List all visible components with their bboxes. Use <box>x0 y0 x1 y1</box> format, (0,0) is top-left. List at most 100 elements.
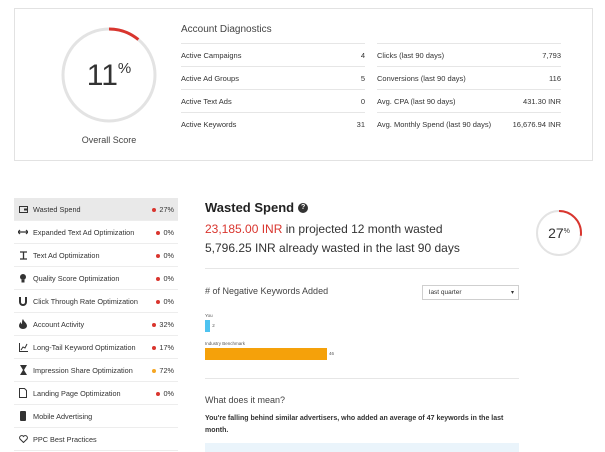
status-dot <box>156 276 161 281</box>
wasted-90-days-line: 5,796.25 INR already wasted in the last … <box>205 241 460 255</box>
sidebar-item-score-text: 27% <box>159 204 174 214</box>
section-score-unit: % <box>564 228 570 235</box>
overall-score-ring: 11% <box>61 27 157 123</box>
magnet-icon <box>18 296 28 306</box>
sidebar-item-label: Click Through Rate Optimization <box>33 296 138 306</box>
section-score-number: 27 <box>548 225 564 241</box>
mobile-icon <box>18 411 28 421</box>
diag-row-avg-monthly-spend: Avg. Monthly Spend (last 90 days) 16,676.… <box>377 112 561 135</box>
sidebar-item-score-text: 72% <box>159 365 174 375</box>
sidebar-item-label: Mobile Advertising <box>33 411 93 421</box>
sidebar-item-ctr[interactable]: Click Through Rate Optimization 0% <box>14 290 178 313</box>
sidebar-item-score: 0% <box>148 251 178 260</box>
diag-value: 7,793 <box>542 50 561 60</box>
sidebar-item-text-ad[interactable]: Text Ad Optimization 0% <box>14 244 178 267</box>
optimization-sidebar: Wasted Spend 27% Expanded Text Ad Optimi… <box>14 198 178 451</box>
sidebar-item-score: 0% <box>148 297 178 306</box>
sidebar-item-label: Account Activity <box>33 319 85 329</box>
svg-text:27%: 27% <box>548 225 570 241</box>
diag-label: Conversions (last 90 days) <box>377 73 466 83</box>
sidebar-item-ppc-best-practices[interactable]: PPC Best Practices <box>14 428 178 451</box>
sidebar-item-label: Impression Share Optimization <box>33 365 133 375</box>
sidebar-item-score: 32% <box>148 320 178 329</box>
sidebar-item-score-text: 0% <box>163 227 174 237</box>
sidebar-item-label: Quality Score Optimization <box>33 273 120 283</box>
period-select-value: last quarter <box>429 289 462 296</box>
help-icon[interactable]: ? <box>298 202 309 213</box>
sidebar-item-mobile-advertising[interactable]: Mobile Advertising <box>14 405 178 428</box>
sidebar-item-landing-page[interactable]: Landing Page Optimization 0% <box>14 382 178 405</box>
sidebar-item-label: Wasted Spend <box>33 204 81 214</box>
status-dot <box>156 391 161 396</box>
sidebar-item-score: 17% <box>148 343 178 352</box>
fire-icon <box>18 319 28 329</box>
diag-label: Active Campaigns <box>181 50 242 60</box>
bar-value-industry-benchmark: 46 <box>329 351 335 356</box>
sidebar-item-score-text: 0% <box>163 273 174 283</box>
bar-label-you: You <box>205 313 213 318</box>
overall-score-arc <box>61 27 157 123</box>
section-title-text: Wasted Spend <box>205 200 295 215</box>
diag-value: 16,676.94 INR <box>512 119 561 129</box>
diag-row-clicks: Clicks (last 90 days) 7,793 <box>377 43 561 66</box>
diagnostics-right-column: Clicks (last 90 days) 7,793 Conversions (… <box>377 43 561 135</box>
caret-down-icon: ▾ <box>510 290 514 296</box>
sidebar-item-score: 0% <box>148 274 178 283</box>
sidebar-item-score: 0% <box>148 389 178 398</box>
sidebar-item-score: 0% <box>148 228 178 237</box>
diag-label: Avg. Monthly Spend (last 90 days) <box>377 119 492 129</box>
what-does-it-mean-title: What does it mean? <box>205 395 286 405</box>
sidebar-item-impression-share[interactable]: Impression Share Optimization 72% <box>14 359 178 382</box>
account-diagnostics-card: 11% Overall Score Account Diagnostics Ac… <box>14 8 593 161</box>
diag-row-active-campaigns: Active Campaigns 4 <box>181 43 365 66</box>
section-score-ring: 27% <box>536 210 582 256</box>
sidebar-item-account-activity[interactable]: Account Activity 32% <box>14 313 178 336</box>
sidebar-item-wasted-spend[interactable]: Wasted Spend 27% <box>14 198 178 221</box>
info-box <box>205 443 519 452</box>
sidebar-item-label: PPC Best Practices <box>33 434 97 444</box>
sidebar-item-label: Long-Tail Keyword Optimization <box>33 342 136 352</box>
text-icon <box>18 250 28 260</box>
status-dot <box>152 345 157 350</box>
sidebar-item-score-text: 32% <box>159 319 174 329</box>
what-does-it-mean-text: You're falling behind similar advertiser… <box>205 415 504 434</box>
sidebar-item-score: 27% <box>148 205 178 214</box>
diag-value: 0 <box>360 96 365 106</box>
diag-label: Active Ad Groups <box>181 73 239 83</box>
projected-text: in projected 12 month wasted <box>282 222 443 236</box>
sidebar-item-label: Expanded Text Ad Optimization <box>33 227 135 237</box>
diag-row-active-ad-groups: Active Ad Groups 5 <box>181 66 365 89</box>
diag-label: Active Keywords <box>181 119 237 129</box>
sidebar-item-score: 72% <box>148 366 178 375</box>
heart-icon <box>18 434 28 444</box>
sidebar-item-long-tail-keyword[interactable]: Long-Tail Keyword Optimization 17% <box>14 336 178 359</box>
lightbulb-icon <box>18 273 28 283</box>
status-dot <box>152 322 157 327</box>
sidebar-item-label: Landing Page Optimization <box>33 388 121 398</box>
svg-text:11%: 11% <box>87 59 132 92</box>
hourglass-icon <box>18 365 28 375</box>
sidebar-item-score-text: 0% <box>163 250 174 260</box>
diag-value: 5 <box>360 73 365 83</box>
diagnostics-left-column: Active Campaigns 4 Active Ad Groups 5 Acti… <box>181 43 365 135</box>
diag-value: 431.30 INR <box>523 96 561 106</box>
arrows-horizontal-icon <box>18 227 28 237</box>
period-select[interactable]: last quarter ▾ <box>422 285 519 300</box>
sidebar-item-label: Text Ad Optimization <box>33 250 100 260</box>
projected-amount: 23,185.00 INR <box>205 222 283 236</box>
divider <box>205 268 519 269</box>
overall-score-unit: % <box>118 60 131 77</box>
status-dot <box>152 368 157 373</box>
wallet-icon <box>18 204 28 214</box>
sidebar-item-quality-score[interactable]: Quality Score Optimization 0% <box>14 267 178 290</box>
diag-row-avg-cpa: Avg. CPA (last 90 days) 431.30 INR <box>377 89 561 112</box>
diag-label: Avg. CPA (last 90 days) <box>377 96 456 106</box>
diag-row-active-text-ads: Active Text Ads 0 <box>181 89 365 112</box>
sidebar-item-expanded-text-ad[interactable]: Expanded Text Ad Optimization 0% <box>14 221 178 244</box>
page-icon <box>18 388 28 398</box>
sidebar-item-score-text: 0% <box>163 296 174 306</box>
section-title: Wasted Spend ? <box>205 200 309 215</box>
diag-value: 4 <box>360 50 365 60</box>
bar-you <box>205 320 211 332</box>
status-dot <box>152 207 157 212</box>
